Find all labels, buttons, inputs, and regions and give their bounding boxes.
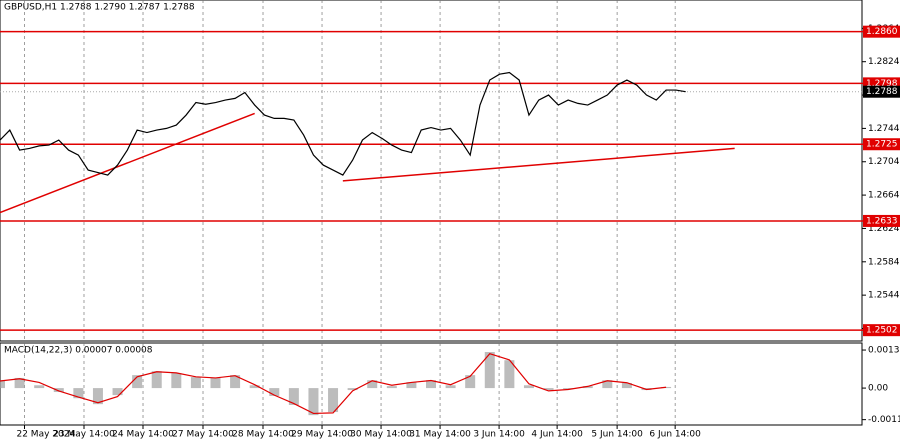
histogram-bar (73, 388, 84, 399)
histogram-bar (190, 377, 201, 389)
level-label: 1.2860 (866, 27, 898, 37)
histogram-bar (112, 388, 123, 396)
histogram-bar (14, 377, 25, 389)
x-tick-label: 31 May 14:00 (409, 430, 471, 440)
indicator-title: MACD(14,22,3) 0.00007 0.00008 (4, 346, 153, 356)
histogram-bar (269, 388, 280, 396)
histogram-bar (582, 386, 593, 389)
y-tick-label: 0.00 (868, 384, 888, 394)
level-tag (863, 324, 900, 337)
histogram-bar (328, 388, 339, 413)
histogram-bar (504, 360, 515, 389)
histogram-bar (406, 382, 417, 389)
histogram-bar (151, 371, 162, 389)
y-tick-label: 1.2664 (868, 191, 900, 201)
level-label: 1.2798 (866, 79, 898, 89)
trendline (342, 147, 735, 182)
x-tick-label: 3 Jun 14:00 (473, 430, 525, 440)
histogram-bar (0, 380, 5, 389)
level-label: 1.2502 (866, 326, 898, 336)
x-tick-label: 5 Jun 14:00 (591, 430, 643, 440)
histogram-bar (563, 388, 574, 390)
trendline (0, 112, 255, 214)
level-tag (863, 138, 900, 151)
price-line (0, 71, 686, 176)
x-tick-label: 23 May 14:00 (53, 430, 115, 440)
last-price-tag (863, 85, 900, 98)
level-label: 1.2725 (866, 140, 898, 150)
histogram-bar (602, 380, 613, 389)
level-tag (863, 214, 900, 227)
y-tick-label: 1.2624 (868, 224, 900, 234)
x-tick-label: 24 May 14:00 (112, 430, 174, 440)
x-tick-label: 30 May 14:00 (350, 430, 412, 440)
x-tick-label: 4 Jun 14:00 (531, 430, 583, 440)
histogram-bar (210, 377, 221, 389)
x-tick-label: 27 May 14:00 (172, 430, 234, 440)
histogram-bar (308, 388, 319, 416)
x-tick-label: 29 May 14:00 (291, 430, 353, 440)
y-tick-label: 1.2824 (868, 57, 900, 67)
histogram-bar (465, 375, 476, 389)
x-tick-label: 22 May 2024 (16, 430, 75, 440)
price-frame (0, 0, 863, 342)
last-price-label: 1.2788 (866, 87, 898, 97)
histogram-bar (367, 380, 378, 389)
histogram-bar (132, 375, 143, 389)
signal-line (0, 353, 667, 415)
histogram-bar (288, 388, 299, 405)
histogram-bar (347, 388, 358, 391)
chart-title: GBPUSD,H1 1.2788 1.2790 1.2787 1.2788 (4, 3, 195, 13)
level-label: 1.2633 (866, 216, 898, 226)
macd-frame (0, 342, 863, 426)
histogram-bar (621, 383, 632, 389)
y-tick-label: 1.2584 (868, 257, 900, 267)
histogram-bar (249, 385, 260, 389)
histogram-bar (171, 373, 182, 389)
level-tag (863, 25, 900, 38)
y-tick-label: 1.2744 (868, 124, 900, 134)
histogram-bar (445, 385, 456, 389)
y-tick-label: -0.00112 (868, 415, 900, 425)
histogram-bar (92, 388, 103, 405)
y-tick-label: 1.2544 (868, 291, 900, 301)
histogram-bar (484, 352, 495, 389)
y-tick-label: 1.2704 (868, 157, 900, 167)
histogram-bar (53, 388, 64, 393)
histogram-bar (386, 386, 397, 389)
histogram-bar (34, 385, 45, 389)
x-tick-label: 6 Jun 14:00 (649, 430, 701, 440)
x-tick-label: 28 May 14:00 (232, 430, 294, 440)
histogram-bar (230, 375, 241, 389)
histogram-bar (543, 388, 554, 391)
y-tick-label: 0.00135 (868, 346, 900, 356)
histogram-bar (523, 385, 534, 389)
histogram-bar (426, 380, 436, 389)
